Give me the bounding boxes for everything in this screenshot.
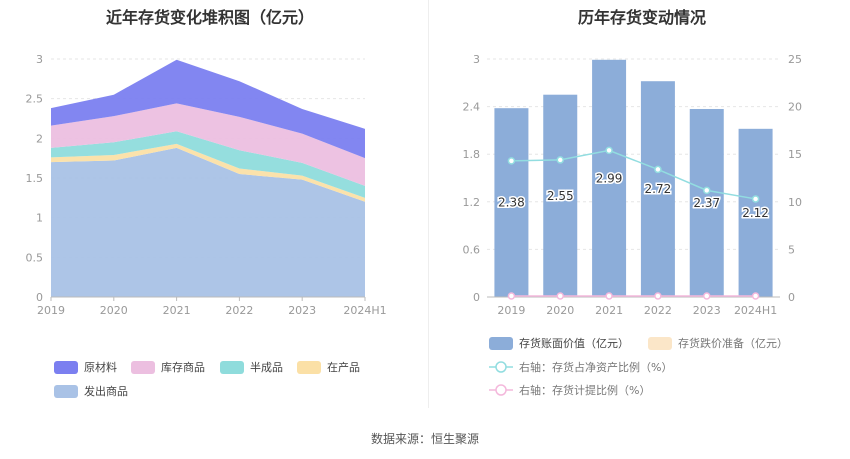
right-x-tick: 2022 [644, 304, 672, 317]
left-y-tick: 2 [36, 132, 43, 145]
point-inventory-ratio [654, 165, 662, 174]
right-y-tick: 1.8 [463, 148, 481, 161]
point-provision-ratio [507, 292, 516, 300]
bar-2024H1 [738, 128, 773, 297]
legend-label-provision-ratio: 右轴：存货计提比例（%） [519, 383, 650, 397]
right-x-tick: 2021 [595, 304, 623, 317]
point-inventory-ratio [507, 157, 516, 165]
right-y-tick: 2.4 [463, 101, 481, 114]
right-chart-title: 历年存货变动情况 [577, 8, 706, 27]
bar-value-label: 2.38 [498, 196, 525, 210]
point-inventory-ratio [605, 146, 613, 155]
bar-2022 [640, 81, 675, 297]
area-半成品 [51, 131, 365, 198]
left-x-tick: 2020 [100, 304, 128, 317]
right-y2-tick: 25 [788, 53, 802, 66]
legend-marker-provision-ratio [495, 384, 507, 396]
legend-label-在产品: 在产品 [327, 360, 360, 374]
legend-swatch-原材料 [54, 361, 78, 374]
right-x-tick: 2019 [497, 304, 525, 317]
legend-swatch-库存商品 [131, 361, 155, 374]
left-x-tick: 2024H1 [343, 304, 386, 317]
legend-swatch-半成品 [220, 361, 244, 374]
right-y-tick: 0 [473, 291, 480, 304]
bar-2020 [543, 94, 578, 297]
right-y-tick: 0.6 [463, 243, 481, 256]
right-y2-tick: 0 [788, 291, 795, 304]
legend-label-ratio: 右轴：存货占净资产比例（%） [519, 360, 672, 374]
legend-label-provision: 存货跌价准备（亿元） [678, 336, 788, 350]
area-原材料 [51, 59, 365, 159]
point-inventory-ratio [556, 156, 564, 164]
left-x-tick: 2022 [225, 304, 253, 317]
right-y-tick: 3 [473, 53, 480, 66]
point-inventory-ratio [751, 195, 760, 203]
legend-label-半成品: 半成品 [250, 360, 283, 374]
bar-value-label: 2.99 [596, 171, 623, 185]
right-y2-tick: 20 [788, 101, 802, 114]
bar-2021 [592, 59, 627, 297]
bar-value-label: 2.72 [645, 182, 672, 196]
point-inventory-ratio [703, 186, 711, 195]
legend-label-原材料: 原材料 [84, 360, 117, 374]
left-y-tick: 1.5 [26, 172, 44, 185]
left-y-tick: 1 [36, 212, 43, 225]
legend-swatch-在产品 [297, 361, 321, 374]
left-y-tick: 0.5 [26, 251, 44, 264]
bar-2023 [689, 108, 724, 297]
legend-swatch-book-value [489, 337, 513, 350]
left-y-tick: 0 [36, 291, 43, 304]
area-库存商品 [51, 103, 365, 186]
right-y2-tick: 10 [788, 196, 802, 209]
legend-label-发出商品: 发出商品 [84, 384, 128, 398]
bar-value-label: 2.37 [693, 196, 720, 210]
right-y2-tick: 5 [788, 243, 795, 256]
left-x-tick: 2021 [163, 304, 191, 317]
bar-2019 [494, 108, 529, 297]
right-y2-tick: 15 [788, 148, 802, 161]
legend-swatch-provision [648, 337, 672, 350]
point-provision-ratio [703, 292, 711, 300]
right-y-tick: 1.2 [463, 196, 481, 209]
line-inventory-ratio [511, 149, 756, 200]
point-provision-ratio [556, 292, 564, 300]
right-x-tick: 2020 [546, 304, 574, 317]
bar-value-label: 2.55 [547, 189, 574, 203]
right-x-tick: 2024H1 [734, 304, 777, 317]
data-source: 数据来源：恒生聚源 [370, 432, 479, 446]
right-x-tick: 2023 [693, 304, 721, 317]
bar-value-label: 2.12 [742, 206, 769, 220]
panel-divider [428, 0, 429, 408]
point-provision-ratio [605, 292, 613, 300]
left-y-tick: 3 [36, 53, 43, 66]
legend-marker-ratio [495, 361, 507, 373]
point-provision-ratio [654, 292, 662, 300]
legend-swatch-发出商品 [54, 385, 78, 398]
point-provision-ratio [751, 292, 760, 300]
area-发出商品 [51, 147, 365, 297]
left-x-tick: 2019 [37, 304, 65, 317]
legend-label-book-value: 存货账面价值（亿元） [519, 336, 629, 350]
legend-label-库存商品: 库存商品 [161, 360, 205, 374]
left-chart-title: 近年存货变化堆积图（亿元） [105, 8, 314, 27]
left-y-tick: 2.5 [26, 93, 44, 106]
left-x-tick: 2023 [288, 304, 316, 317]
